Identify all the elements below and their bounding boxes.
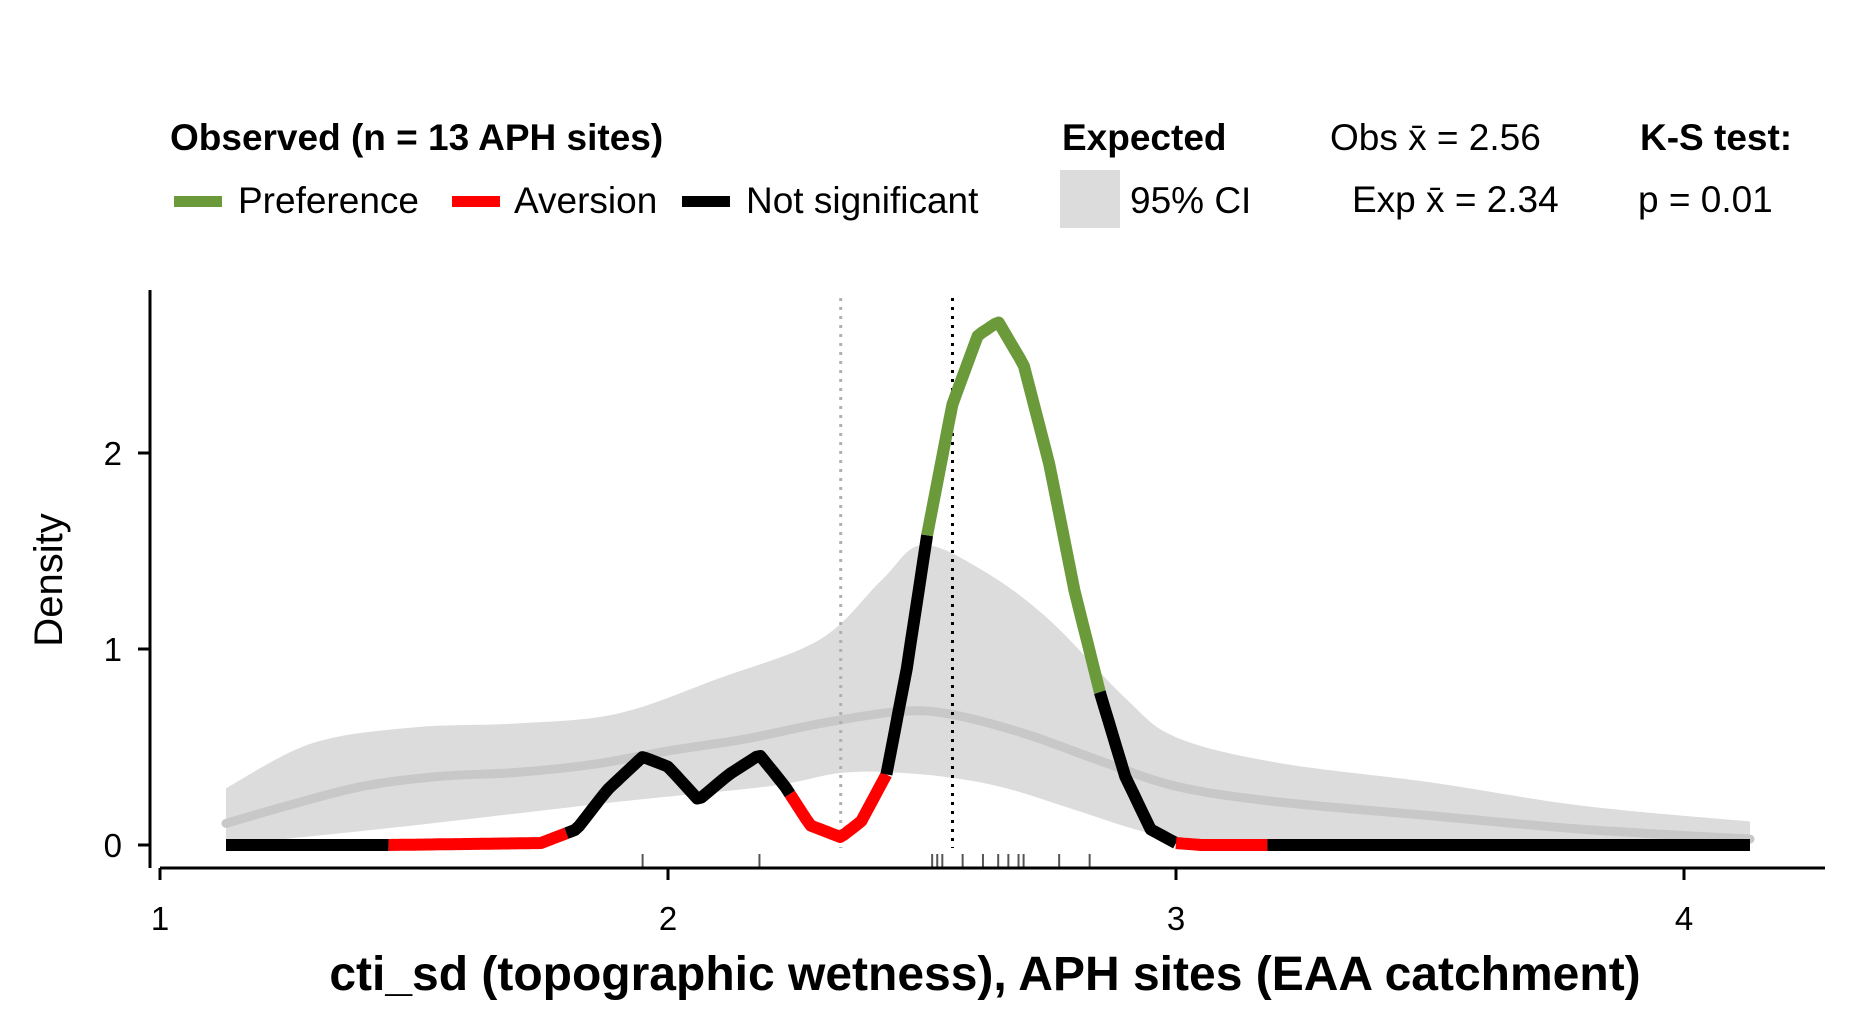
ci-band xyxy=(226,544,1750,846)
density-segment-aversion xyxy=(386,827,569,851)
legend-exp-mean: Exp x̄ = 2.34 xyxy=(1352,179,1559,220)
x-tick-label: 2 xyxy=(659,900,677,937)
y-tick-label: 1 xyxy=(104,631,122,668)
density-segment-aversion xyxy=(784,771,892,843)
density-segment-ns xyxy=(880,534,934,776)
legend-ks-title: K-S test: xyxy=(1640,117,1792,158)
y-tick-label: 2 xyxy=(104,435,122,472)
ci-band-layer xyxy=(226,544,1750,846)
x-tick-label: 4 xyxy=(1675,900,1693,937)
legend-obs-mean: Obs x̄ = 2.56 xyxy=(1330,117,1541,158)
density-segment-aversion xyxy=(1174,837,1270,851)
legend-label-not-significant: Not significant xyxy=(746,180,979,221)
density-segment-preference xyxy=(921,316,1106,694)
legend-ks-p: p = 0.01 xyxy=(1638,179,1773,220)
x-tick-label: 3 xyxy=(1167,900,1185,937)
x-axis-title: cti_sd (topographic wetness), APH sites … xyxy=(329,948,1640,1001)
legend-label-preference: Preference xyxy=(238,180,419,221)
legend-label-ci: 95% CI xyxy=(1130,180,1251,221)
density-segment-ns xyxy=(564,750,795,839)
legend-label-aversion: Aversion xyxy=(514,180,657,221)
x-tick-label: 1 xyxy=(151,900,169,937)
y-tick-label: 0 xyxy=(104,827,122,864)
legend-expected-title: Expected xyxy=(1062,117,1227,158)
y-axis-title: Density xyxy=(27,513,71,646)
rug-layer xyxy=(641,854,1091,868)
density-segment-ns xyxy=(1094,690,1179,849)
legend-swatch-aversion xyxy=(452,196,500,207)
legend-swatch-preference xyxy=(174,196,222,207)
legend: Observed (n = 13 APH sites) Preference A… xyxy=(170,117,1792,228)
legend-observed-title: Observed (n = 13 APH sites) xyxy=(170,117,663,158)
observed-density-layer xyxy=(224,316,1752,851)
legend-swatch-ci xyxy=(1060,170,1120,228)
legend-swatch-not-significant xyxy=(682,196,730,207)
